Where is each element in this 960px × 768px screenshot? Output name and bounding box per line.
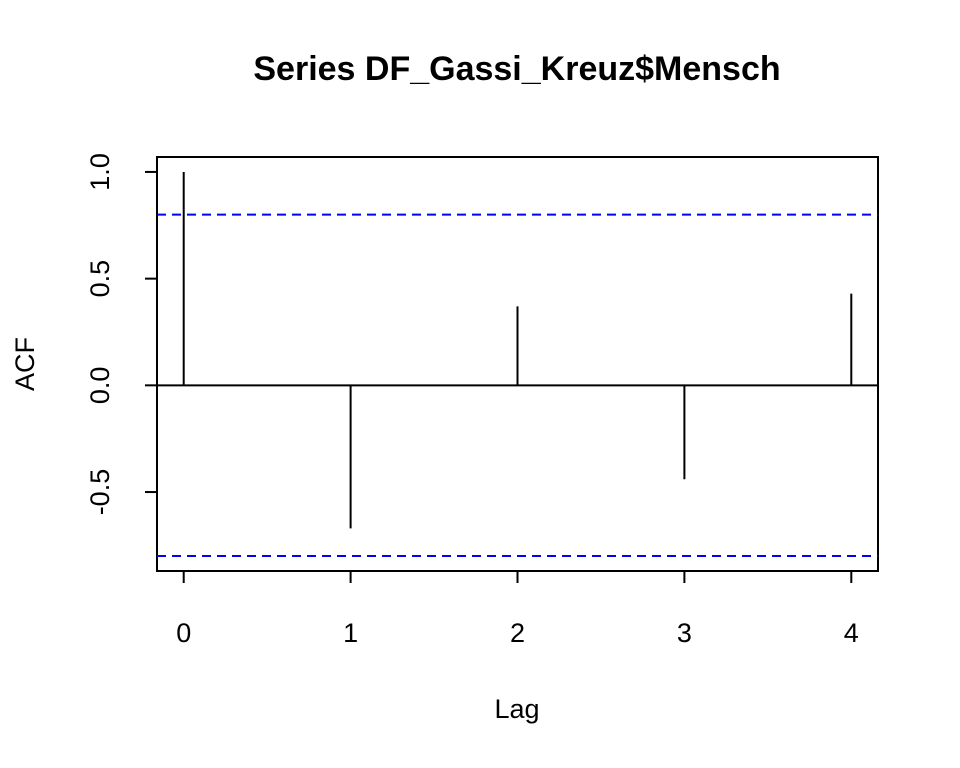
y-axis: -0.5 0.0 0.5 1.0: [85, 153, 158, 516]
chart-title: Series DF_Gassi_Kreuz$Mensch: [253, 50, 780, 88]
confidence-band-lines: [157, 213, 878, 558]
y-tick-label: 1.0: [85, 153, 115, 191]
y-tick-label: 0.5: [85, 260, 115, 298]
x-tick-label: 0: [176, 618, 191, 648]
x-tick-label: 1: [343, 618, 358, 648]
y-tick-label: 0.0: [85, 367, 115, 405]
y-tick-label: -0.5: [85, 469, 115, 516]
x-tick-label: 4: [844, 618, 859, 648]
acf-spikes: [182, 171, 853, 529]
y-axis-label: ACF: [10, 337, 40, 391]
x-axis-label: Lag: [494, 694, 539, 724]
x-tick-label: 2: [510, 618, 525, 648]
x-axis: 0 1 2 3 4: [176, 570, 859, 648]
x-tick-label: 3: [677, 618, 692, 648]
